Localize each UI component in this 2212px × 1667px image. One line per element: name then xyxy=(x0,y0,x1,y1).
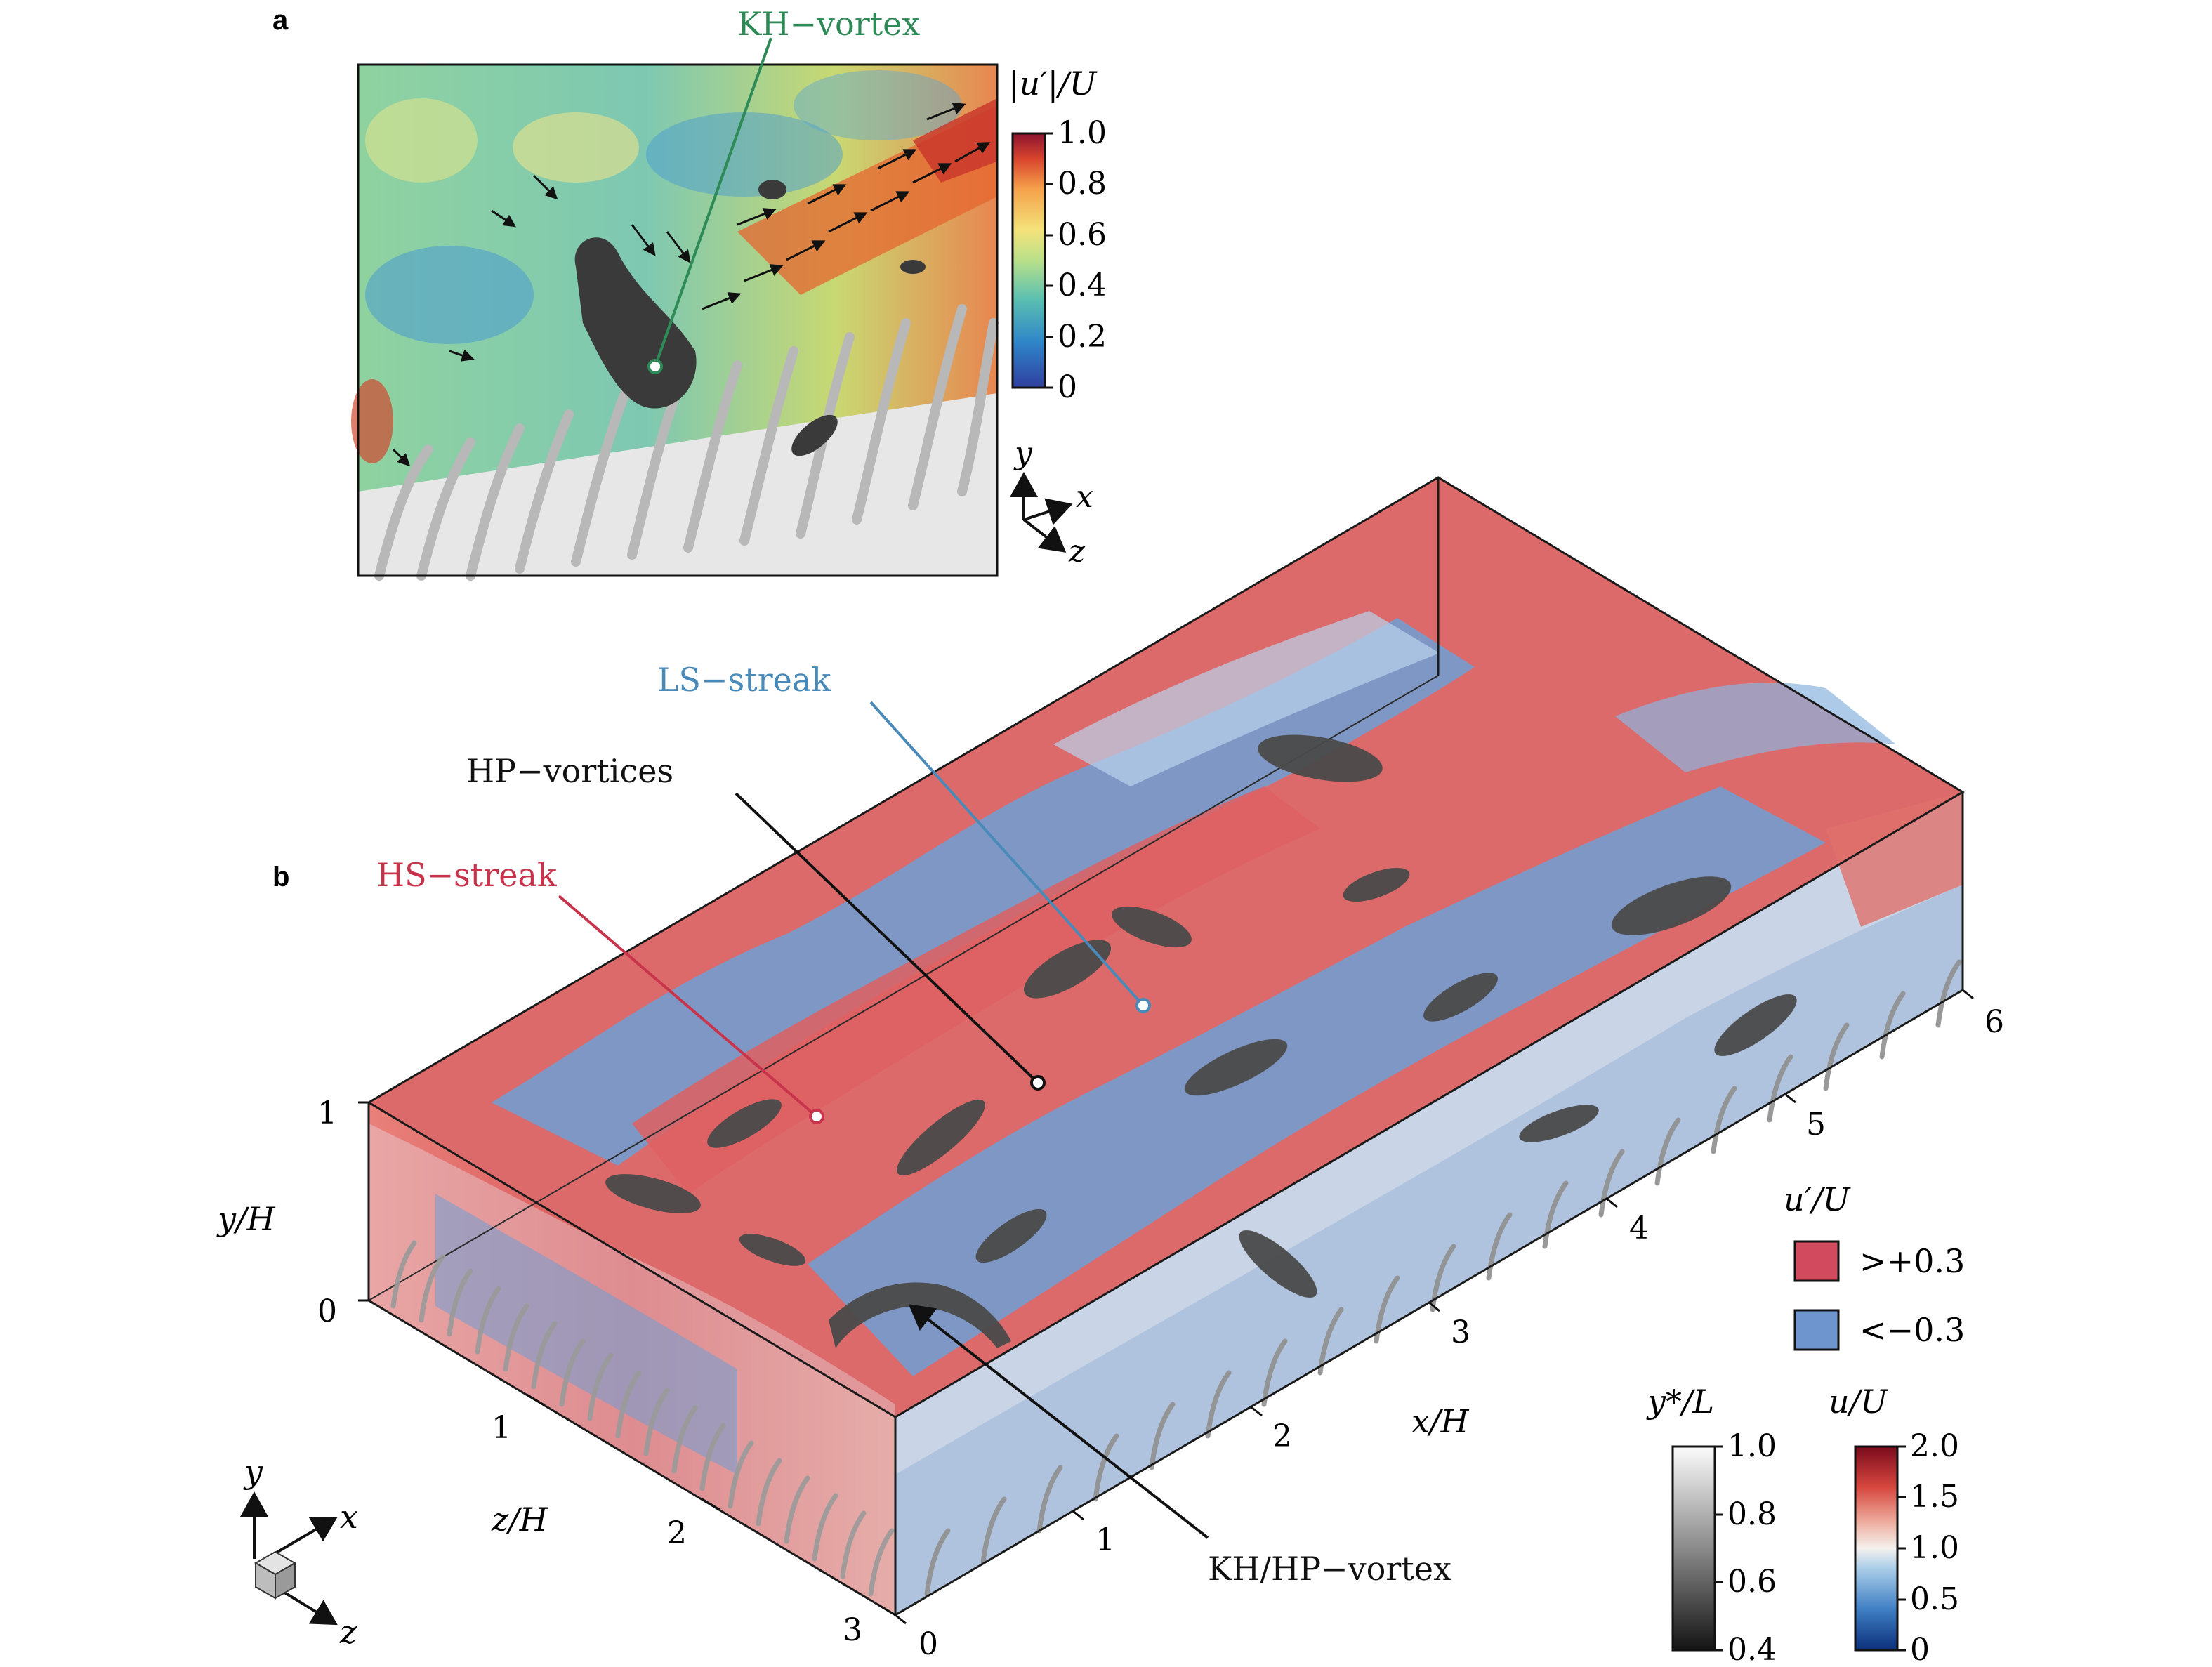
ls-streak-label: LS−streak xyxy=(657,661,831,699)
u-colorbar xyxy=(1854,1445,1899,1652)
z-tick-3: 3 xyxy=(843,1612,862,1648)
z-axis-ticks xyxy=(526,1393,896,1616)
hs-streak-label: HS−streak xyxy=(376,856,558,894)
panel-a-image xyxy=(351,63,999,581)
u-colorbar-label: u/U xyxy=(1829,1383,1889,1421)
gray-colorbar-label: y*/L xyxy=(1646,1383,1714,1421)
panel-a-colorbar-ticks xyxy=(1045,132,1053,389)
panel-b-triad-z: z xyxy=(339,1613,357,1651)
kh-vortex-leader-line xyxy=(654,37,772,367)
y-tick-0: 0 xyxy=(317,1293,337,1329)
panel-a-colorbar-label: |u′|/U xyxy=(1008,65,1098,103)
ls-streak-marker xyxy=(1135,998,1151,1013)
panel-a-tick-0: 0 xyxy=(1058,369,1077,405)
x-tick-3: 3 xyxy=(1451,1315,1470,1350)
x-tick-5: 5 xyxy=(1806,1107,1826,1142)
kh-hp-vortex-leader-arrow xyxy=(908,1304,1209,1539)
gray-tick-1.0: 1.0 xyxy=(1727,1428,1777,1464)
x-tick-0: 0 xyxy=(919,1626,938,1662)
z-axis-label: z/H xyxy=(491,1501,548,1538)
x-tick-6: 6 xyxy=(1984,1004,2004,1040)
gray-colorbar-ticks xyxy=(1715,1445,1723,1652)
u-colorbar-ticks xyxy=(1897,1445,1906,1652)
gray-tick-0.6: 0.6 xyxy=(1727,1564,1777,1600)
u-tick-2.0: 2.0 xyxy=(1910,1428,1959,1464)
kh-vortex-label: KH−vortex xyxy=(737,5,920,43)
hp-vortices-marker xyxy=(1030,1075,1046,1091)
u-tick-0.5: 0.5 xyxy=(1910,1581,1959,1617)
x-tick-1: 1 xyxy=(1095,1522,1115,1558)
panel-a-tick-0.4: 0.4 xyxy=(1058,268,1107,303)
panel-b-axes-triad xyxy=(240,1491,338,1626)
u-tick-1.0: 1.0 xyxy=(1910,1530,1959,1566)
panel-a-axis-z: z xyxy=(1068,534,1086,569)
u-tick-0: 0 xyxy=(1910,1632,1930,1667)
panel-b-triad-x: x xyxy=(340,1498,358,1536)
legend-swatch-positive xyxy=(1793,1240,1840,1282)
x-axis-ticks xyxy=(895,989,1974,1625)
panel-a-tick-1.0: 1.0 xyxy=(1058,115,1107,151)
gray-colorbar xyxy=(1671,1445,1716,1652)
panel-b-letter: b xyxy=(272,862,289,892)
legend-label-negative: <−0.3 xyxy=(1859,1311,1965,1349)
kh-vortex-marker xyxy=(647,359,663,374)
u-tick-1.5: 1.5 xyxy=(1910,1479,1959,1515)
panel-a-tick-0.8: 0.8 xyxy=(1058,166,1107,202)
ls-streak-leader-line xyxy=(869,701,1145,1007)
legend-title: u′/U xyxy=(1784,1180,1852,1218)
hp-vortices-label: HP−vortices xyxy=(466,752,673,790)
panel-a-letter: a xyxy=(272,5,289,36)
legend-swatch-negative xyxy=(1793,1309,1840,1351)
kh-hp-vortex-label: KH/HP−vortex xyxy=(1208,1550,1451,1588)
x-tick-4: 4 xyxy=(1629,1211,1649,1246)
panel-a-axes-triad xyxy=(1010,472,1073,553)
y-axis-label: y/H xyxy=(216,1200,275,1238)
gray-tick-0.8: 0.8 xyxy=(1727,1496,1777,1532)
y-tick-1: 1 xyxy=(317,1095,337,1131)
hs-streak-leader-line xyxy=(558,895,818,1118)
panel-a-tick-0.2: 0.2 xyxy=(1058,319,1107,355)
z-tick-2: 2 xyxy=(667,1515,687,1551)
hp-vortices-leader-line xyxy=(735,792,1039,1084)
x-axis-label: x/H xyxy=(1411,1402,1469,1440)
panel-a-tick-0.6: 0.6 xyxy=(1058,217,1107,253)
x-tick-2: 2 xyxy=(1272,1418,1292,1454)
panel-a-colorbar xyxy=(1011,132,1046,389)
panel-a-axis-y: y xyxy=(1013,435,1033,471)
y-axis-ticks xyxy=(358,1101,369,1302)
hs-streak-marker xyxy=(809,1109,824,1124)
panel-b-triad-y: y xyxy=(243,1453,263,1491)
legend-label-positive: >+0.3 xyxy=(1859,1242,1965,1280)
gray-tick-0.4: 0.4 xyxy=(1727,1632,1777,1667)
panel-b-box xyxy=(367,476,1965,1616)
z-tick-1: 1 xyxy=(492,1410,511,1446)
panel-a-axis-x: x xyxy=(1076,479,1093,515)
